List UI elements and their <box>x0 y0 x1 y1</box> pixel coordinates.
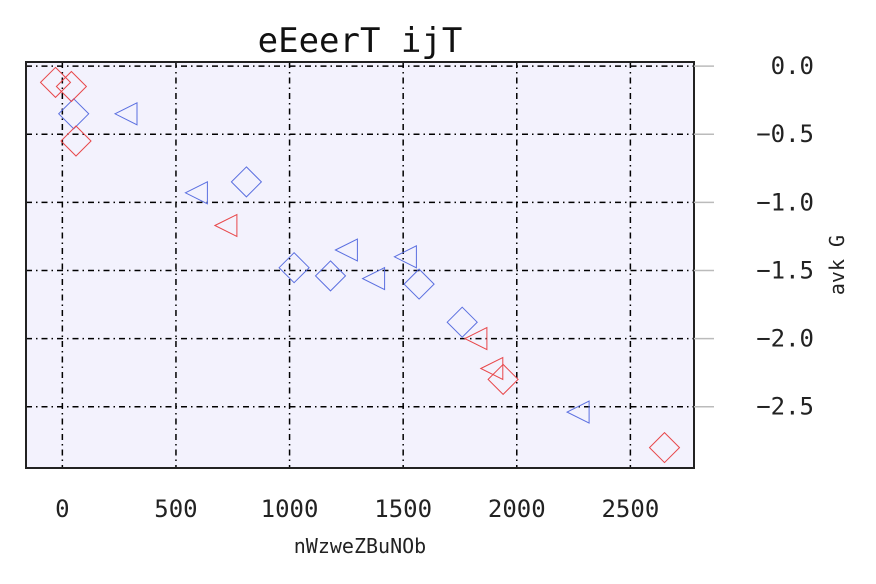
diamond-marker <box>648 431 681 464</box>
y-tick-label: −1.0 <box>756 188 814 216</box>
x-axis-label: nWzweZBuNOb <box>294 534 426 558</box>
triangle-marker <box>565 400 590 424</box>
diamond-marker <box>446 306 478 338</box>
y-tick-label: 0.0 <box>771 52 814 80</box>
diamond-marker <box>487 363 519 396</box>
y-tick-label: −2.0 <box>756 325 814 353</box>
y-tick-label: −2.5 <box>756 393 814 421</box>
plot-frame <box>25 61 695 469</box>
triangle-marker <box>213 213 238 238</box>
x-tick-label: 2000 <box>488 495 546 523</box>
grid-lines <box>26 62 694 468</box>
diamond-marker <box>278 251 310 284</box>
x-tick-label: 1000 <box>261 495 319 523</box>
triangle-marker <box>184 180 208 205</box>
x-tick-label: 0 <box>55 495 69 523</box>
diamond-marker <box>314 260 347 292</box>
data-markers <box>39 66 681 464</box>
y-tick-label: −1.5 <box>756 256 814 284</box>
triangle-marker <box>463 326 488 351</box>
diamond-marker <box>55 70 88 103</box>
diamond-marker <box>60 125 92 157</box>
x-tick-label: 2500 <box>601 495 659 523</box>
axis-ticks: 0 500 1000 1500 2000 2500 0.0 −0.5 −1.0 −1.5 −2.0 −… <box>55 52 814 523</box>
triangle-marker <box>361 266 386 291</box>
triangle-marker <box>479 356 504 381</box>
y-tick-label: −0.5 <box>756 120 814 148</box>
plot-area <box>26 62 694 468</box>
x-tick-label: 1500 <box>374 495 432 523</box>
diamond-marker <box>230 166 263 198</box>
triangle-marker <box>334 238 358 262</box>
triangle-marker <box>113 101 138 126</box>
y-axis-label: avk G <box>825 235 849 295</box>
x-tick-label: 500 <box>154 495 197 523</box>
triangle-marker <box>393 244 417 269</box>
diamond-marker <box>403 268 435 300</box>
chart-title: eEeerT ijT <box>258 21 463 61</box>
